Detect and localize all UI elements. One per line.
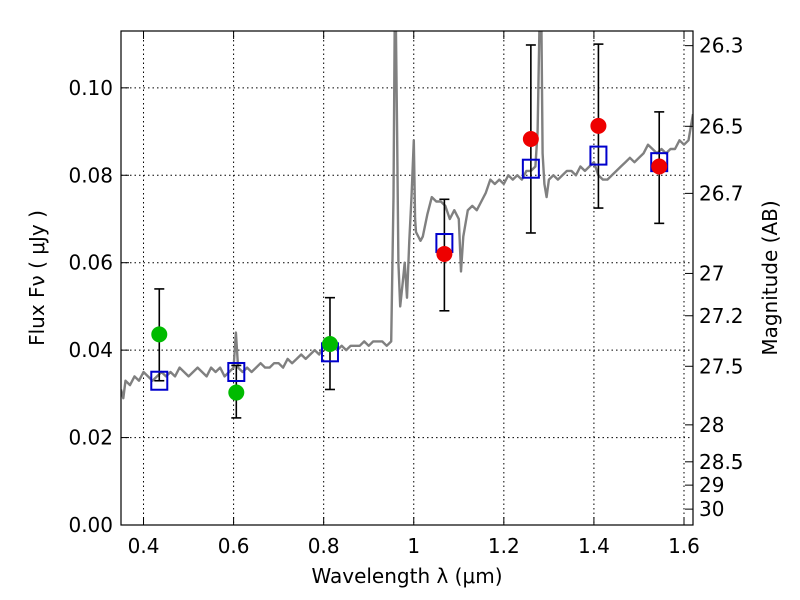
model-photometry-box (150, 370, 169, 391)
right-tick-label: 28.5 (699, 450, 744, 474)
right-tick-label: 28 (699, 413, 724, 437)
x-tick-label: 1.6 (668, 534, 700, 558)
right-tick-label: 27.5 (699, 354, 744, 378)
spectrum-line (121, 31, 693, 400)
x-tick-label: 0.8 (308, 534, 340, 558)
y-tick-label: 0.02 (68, 426, 113, 450)
right-tick-label: 30 (699, 497, 724, 521)
nir-point (522, 130, 539, 147)
right-tick-label: 26.7 (699, 181, 744, 205)
right-tick-label: 27 (699, 261, 724, 285)
y-axis-ticks: 0.00 0.02 0.04 0.06 0.08 0.10 (68, 76, 129, 537)
x-tick-label: 0.4 (128, 534, 160, 558)
x-tick-label: 1 (407, 534, 420, 558)
optical-point (151, 326, 168, 343)
x-tick-label: 1.2 (488, 534, 520, 558)
y-tick-label: 0.06 (68, 251, 113, 275)
model-photometry-box (227, 361, 246, 382)
x-axis-label: Wavelength λ (μm) (311, 564, 502, 588)
model-photometry-box (589, 145, 608, 166)
y-tick-label: 0.04 (68, 338, 113, 362)
right-axis-label: Magnitude (AB) (758, 200, 782, 355)
plot-frame (120, 30, 694, 526)
right-tick-label: 26.3 (699, 34, 744, 58)
model-photometry-box (521, 158, 540, 179)
nir-point (436, 245, 453, 262)
x-tick-label: 0.6 (218, 534, 250, 558)
right-tick-label: 27.2 (699, 304, 744, 328)
x-tick-label: 1.4 (578, 534, 610, 558)
y-tick-label: 0.00 (68, 513, 113, 537)
right-tick-label: 29 (699, 473, 724, 497)
nir-point (651, 158, 668, 175)
observed-photometry (151, 117, 668, 401)
y-axis-label: Flux Fν ( μJy ) (25, 210, 49, 346)
y-tick-label: 0.10 (68, 76, 113, 100)
optical-point (228, 384, 245, 401)
y-tick-label: 0.08 (68, 163, 113, 187)
optical-point (321, 336, 338, 353)
nir-point (590, 117, 607, 134)
x-axis-ticks: 0.4 0.6 0.8 1 1.2 1.4 1.6 (128, 31, 700, 558)
right-tick-label: 26.5 (699, 114, 744, 138)
